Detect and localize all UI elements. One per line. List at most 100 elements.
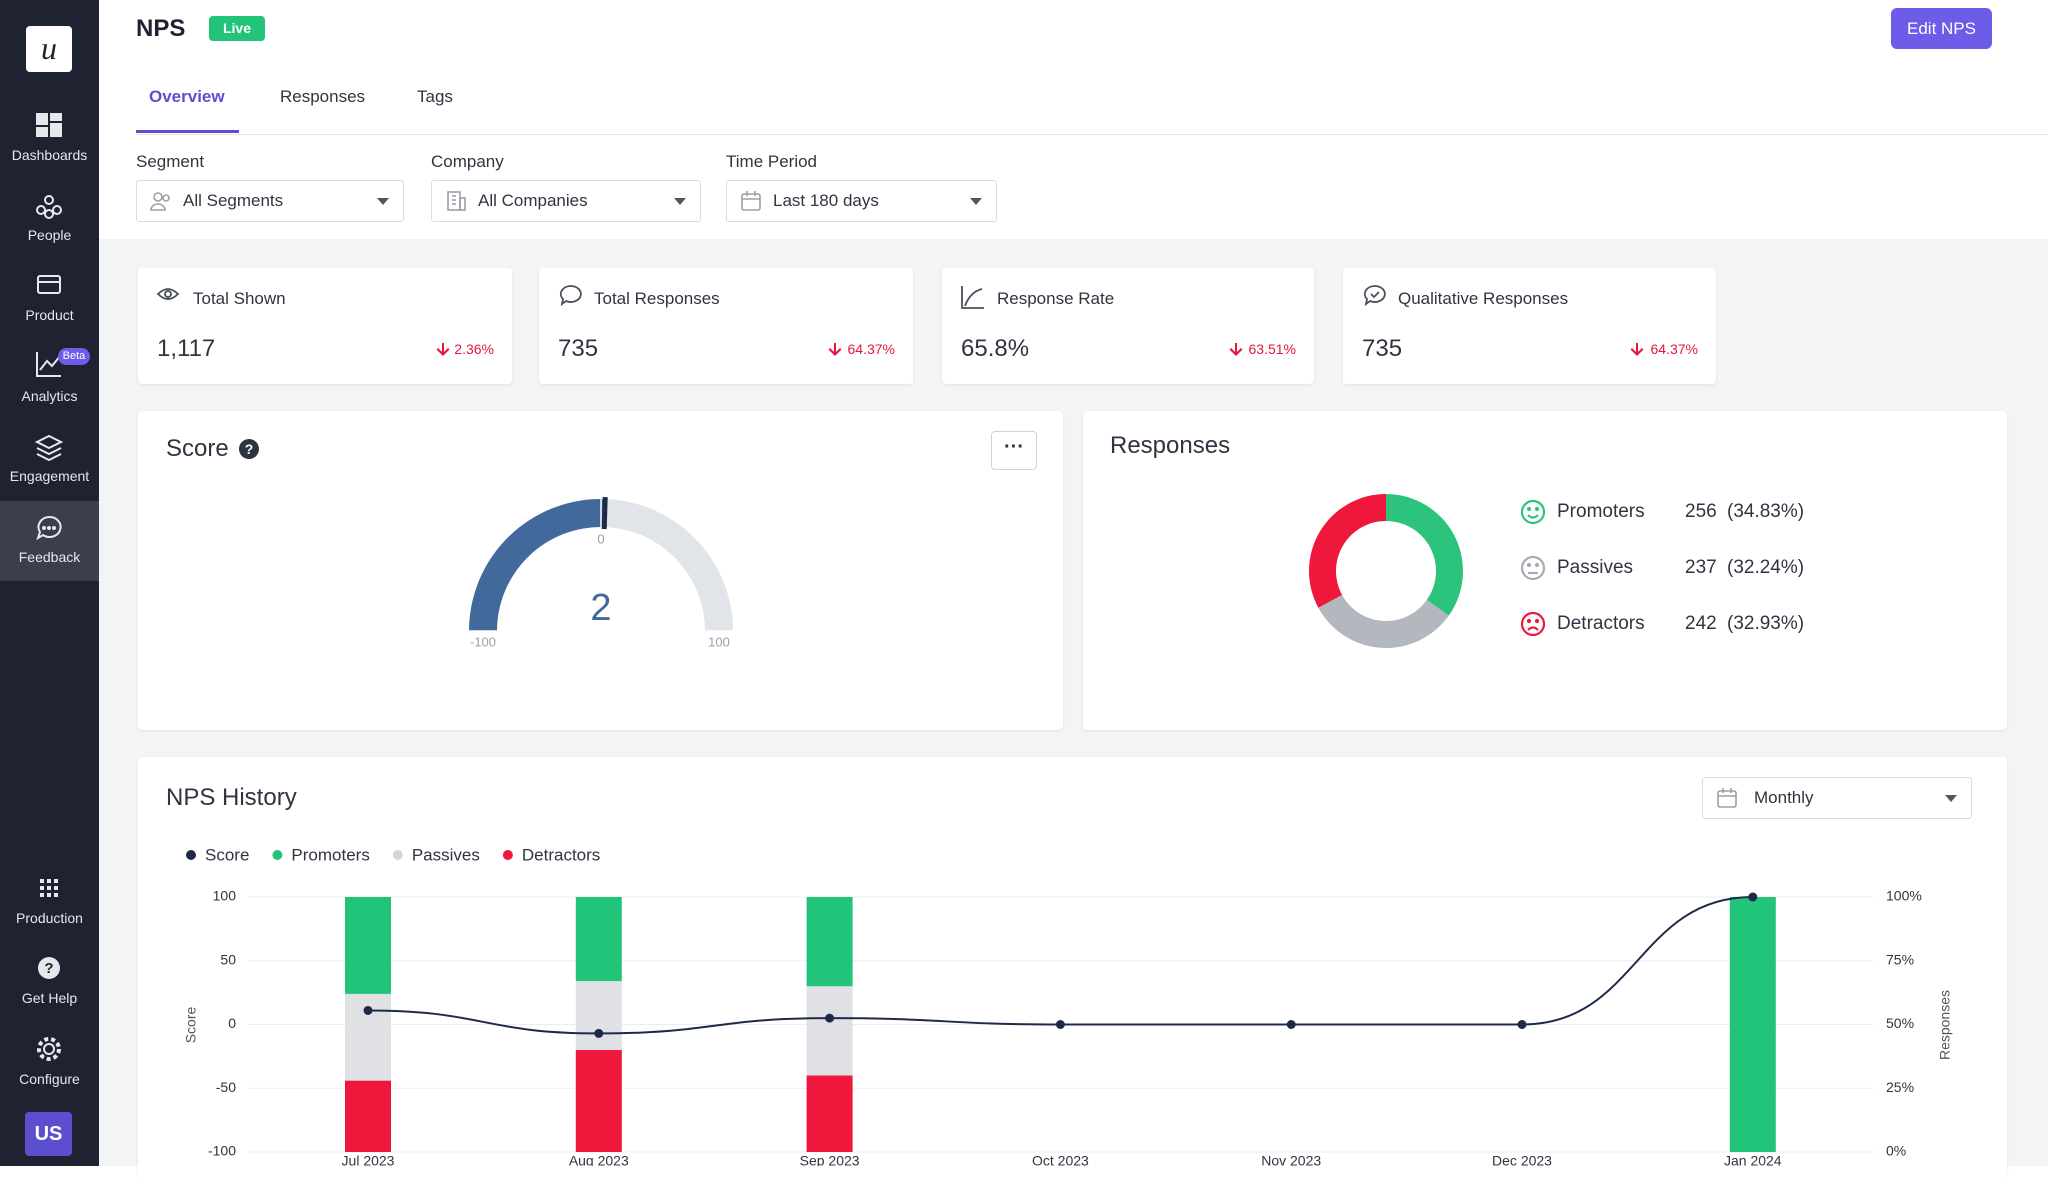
nav-item[interactable]: Engagement xyxy=(9,468,90,484)
legend-dot xyxy=(272,850,283,860)
stat-change: 64.37% xyxy=(847,341,895,357)
icon xyxy=(150,192,170,211)
filter-label: Company xyxy=(431,152,504,171)
y2-tick-label: 75% xyxy=(1886,951,1914,967)
legend-label: Promoters xyxy=(291,845,369,864)
bar-segment xyxy=(345,1080,391,1152)
bar-segment xyxy=(575,897,622,982)
y-tick-label: 50 xyxy=(220,951,236,967)
edit-button[interactable]: Edit NPS xyxy=(1891,8,1992,49)
donut-slice xyxy=(1309,494,1386,608)
beta-badge: Beta xyxy=(58,348,90,365)
tab[interactable]: Responses xyxy=(280,87,366,106)
sidebar: u ? Beta Dashboards People Product Analy… xyxy=(0,0,99,1166)
y-tick-label: -100 xyxy=(208,1143,236,1159)
tab[interactable]: Tags xyxy=(417,87,453,106)
filter-dropdown[interactable]: All Segments xyxy=(136,180,404,222)
stat-change: 2.36% xyxy=(454,341,494,357)
y2-tick-label: 50% xyxy=(1886,1015,1914,1031)
tab-underline xyxy=(136,130,239,133)
panel-title: Responses xyxy=(1110,432,1231,459)
y2-tick-label: 0% xyxy=(1886,1143,1906,1159)
bar-segment xyxy=(806,986,853,1076)
filter-dropdown[interactable]: Last 180 days xyxy=(726,180,997,222)
legend-dot xyxy=(186,850,196,860)
nav-item[interactable]: Configure xyxy=(19,1071,80,1087)
count-label: 242 xyxy=(1685,613,1717,634)
legend-dot xyxy=(502,850,513,860)
filter-value: All Companies xyxy=(478,191,588,210)
logo[interactable]: u xyxy=(26,26,72,72)
count-label: 237 xyxy=(1685,557,1717,578)
filter-dropdown[interactable]: All Companies xyxy=(431,180,701,222)
y2-tick-label: 25% xyxy=(1886,1079,1914,1095)
nav-item[interactable]: Get Help xyxy=(21,990,78,1006)
stat-label: Total Responses xyxy=(594,289,720,308)
more-button[interactable]: ··· xyxy=(991,431,1037,470)
legend-label: Promoters xyxy=(1557,501,1645,522)
score-point xyxy=(1748,892,1758,902)
stat-value: 65.8% xyxy=(961,335,1030,362)
x-tick-label: Dec 2023 xyxy=(1492,1153,1552,1166)
score-point xyxy=(363,1005,373,1015)
nav-item[interactable]: People xyxy=(27,227,72,243)
legend-label: Detractors xyxy=(522,845,600,864)
nav-item[interactable]: Production xyxy=(16,910,83,926)
filter-value: Last 180 days xyxy=(773,191,879,210)
legend-label: Passives xyxy=(1557,557,1633,578)
down-arrows xyxy=(436,343,1644,356)
nav-item[interactable]: Feedback xyxy=(18,549,81,565)
x-tick-label: Jul 2023 xyxy=(342,1153,395,1166)
bar-segment xyxy=(575,1050,622,1152)
stat-value: 735 xyxy=(558,335,599,362)
help-icon[interactable]: ? xyxy=(239,439,259,459)
x-tick-label: Nov 2023 xyxy=(1261,1153,1321,1166)
status-badge: Live xyxy=(209,16,265,41)
donut-slice xyxy=(1318,594,1449,648)
y-tick-label: -50 xyxy=(216,1079,236,1095)
bar-segment xyxy=(345,897,391,994)
bar-segment xyxy=(575,981,622,1050)
stat-change: 64.37% xyxy=(1650,341,1698,357)
gauge-tick-label: -100 xyxy=(470,634,496,649)
tab[interactable]: Overview xyxy=(149,87,225,106)
share-label: (32.93%) xyxy=(1727,613,1804,634)
share-label: (34.83%) xyxy=(1727,501,1804,522)
bar-segment xyxy=(806,897,853,987)
legend-icons xyxy=(1520,499,1546,637)
filter-label: Segment xyxy=(136,152,205,171)
gauge-value xyxy=(469,499,606,631)
avatar[interactable]: US xyxy=(25,1112,72,1156)
share-label: (32.24%) xyxy=(1727,557,1804,578)
count-label: 256 xyxy=(1685,501,1717,522)
icon xyxy=(741,191,761,211)
sidebar-icons: ? xyxy=(34,113,64,1061)
donut-slice xyxy=(1386,494,1463,616)
stat-change: 63.51% xyxy=(1248,341,1296,357)
stat-value: 735 xyxy=(1362,335,1403,362)
bar-segment xyxy=(806,1075,853,1152)
score-point xyxy=(1286,1020,1296,1029)
filter-label: Time Period xyxy=(726,152,818,171)
period-value: Monthly xyxy=(1754,788,1814,807)
nav-item[interactable]: Analytics xyxy=(21,388,78,404)
nav-item[interactable]: Dashboards xyxy=(11,147,88,163)
bar-segment xyxy=(1729,897,1776,1152)
nav-item[interactable]: Product xyxy=(25,307,74,323)
filter-value: All Segments xyxy=(183,191,284,210)
y-axis-title: Score xyxy=(183,1007,199,1044)
stat-value: 1,117 xyxy=(157,335,216,362)
y2-axis-title: Responses xyxy=(1937,990,1953,1060)
stat-label: Qualitative Responses xyxy=(1398,289,1569,308)
panel-title: Score xyxy=(166,435,229,462)
score-point xyxy=(594,1028,604,1038)
legend-label: Passives xyxy=(412,845,480,864)
gauge-tick-label: 0 xyxy=(597,531,604,546)
period-dropdown[interactable]: Monthly xyxy=(1702,777,1972,819)
gauge-tick-label: 100 xyxy=(708,634,730,649)
stat-card: Qualitative Responses 735 64.37% xyxy=(1343,268,1716,384)
stat-card: Total Shown 1,117 2.36% xyxy=(138,268,512,384)
stat-label: Total Shown xyxy=(193,289,286,308)
score-line xyxy=(367,896,1753,1035)
